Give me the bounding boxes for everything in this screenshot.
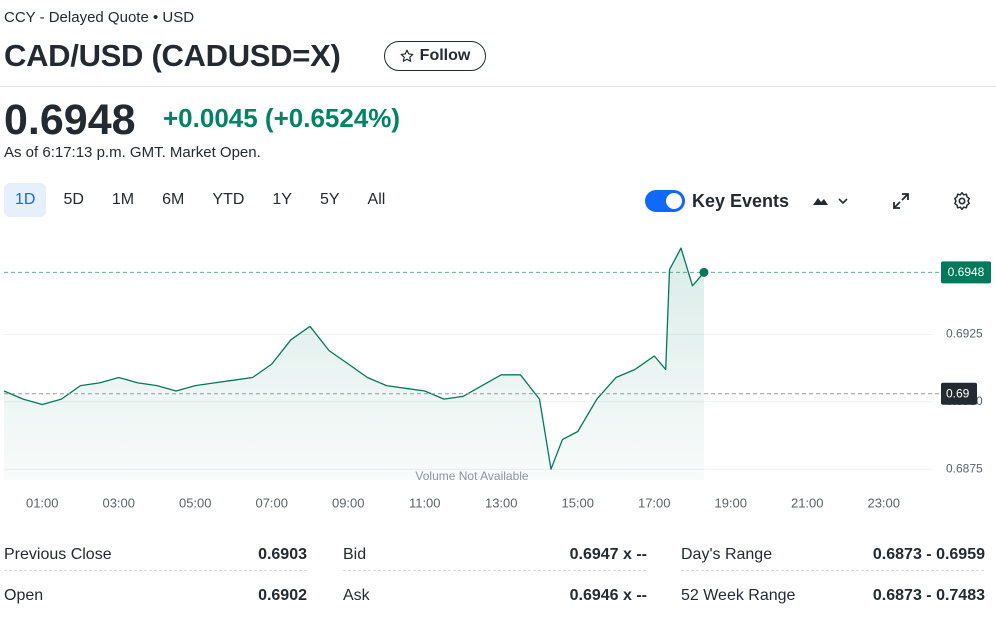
current-price-label: 0.6948 — [948, 265, 985, 279]
expand-button[interactable] — [892, 192, 910, 210]
x-tick-label: 15:00 — [561, 495, 594, 510]
range-tabs: 1D 5D 1M 6M YTD 1Y 5Y All — [4, 183, 402, 217]
star-icon — [400, 49, 414, 62]
range-tab[interactable]: 1D — [4, 183, 47, 217]
follow-button[interactable]: Follow — [384, 41, 486, 71]
x-tick-label: 05:00 — [179, 495, 212, 510]
stat-label: Open — [4, 587, 44, 604]
x-tick-label: 17:00 — [638, 495, 671, 510]
title: CAD/USD (CADUSD=X) — [4, 38, 341, 73]
range-tab[interactable]: 1Y — [272, 191, 292, 208]
key-events-label: Key Events — [692, 191, 790, 211]
stat-label: Bid — [343, 546, 367, 563]
last-point — [699, 267, 709, 277]
as-of: As of 6:17:13 p.m. GMT. Market Open. — [4, 144, 261, 161]
divider — [0, 86, 996, 87]
x-tick-label: 01:00 — [26, 495, 59, 510]
y-tick-label: 0.6925 — [946, 327, 983, 341]
stat-value: 0.6946 x -- — [569, 587, 647, 604]
stat-label: Day's Range — [681, 546, 773, 563]
price: 0.6948 — [4, 96, 136, 144]
range-tab[interactable]: 5Y — [319, 191, 340, 208]
previous-close-box — [941, 382, 977, 405]
stat-value: 0.6903 — [258, 546, 307, 563]
chart: 0.68750.69000.692501:0003:0005:0007:0009… — [3, 247, 991, 510]
x-tick-label: 21:00 — [791, 495, 824, 510]
stat-divider — [343, 570, 647, 571]
x-tick-label: 09:00 — [332, 495, 365, 510]
x-tick-label: 07:00 — [255, 495, 288, 510]
stat-value: 0.6873 - 0.6959 — [872, 546, 985, 563]
range-tab[interactable]: 5D — [63, 191, 84, 208]
x-tick-label: 11:00 — [409, 495, 441, 510]
current-price-box — [941, 261, 991, 284]
x-tick-label: 19:00 — [714, 495, 747, 510]
previous-close-label: 0.69 — [946, 386, 970, 400]
range-tab[interactable]: All — [367, 191, 386, 208]
annotation: Volume Not Available — [415, 469, 529, 483]
range-tab[interactable]: YTD — [212, 191, 245, 208]
toggle-knob — [666, 193, 682, 209]
range-tab[interactable]: 1M — [111, 191, 135, 208]
stat-divider — [681, 570, 985, 571]
stat-value: 0.6902 — [258, 587, 307, 604]
price-line — [3, 247, 705, 470]
range-tab[interactable]: 6M — [162, 191, 185, 208]
price-area — [4, 248, 704, 480]
stat-label: Ask — [343, 587, 370, 604]
stat-divider — [4, 570, 307, 571]
stat-label: Previous Close — [4, 546, 112, 563]
key-events-toggle[interactable] — [645, 190, 685, 212]
x-tick-label: 13:00 — [485, 495, 518, 510]
price-change: +0.0045 (+0.6524%) — [163, 103, 401, 133]
chart-type-menu[interactable] — [811, 193, 851, 209]
x-tick-label: 23:00 — [867, 495, 900, 510]
y-tick-label: 0.6875 — [946, 461, 983, 475]
settings-button[interactable] — [952, 191, 972, 211]
stat-value: 0.6947 x -- — [569, 546, 647, 563]
x-tick-label: 03:00 — [102, 495, 135, 510]
follow-label: Follow — [419, 47, 471, 64]
stat-value: 0.6873 - 0.7483 — [872, 587, 985, 604]
stat-label: 52 Week Range — [681, 587, 796, 604]
exchange: CCY - Delayed Quote • USD — [4, 9, 195, 26]
